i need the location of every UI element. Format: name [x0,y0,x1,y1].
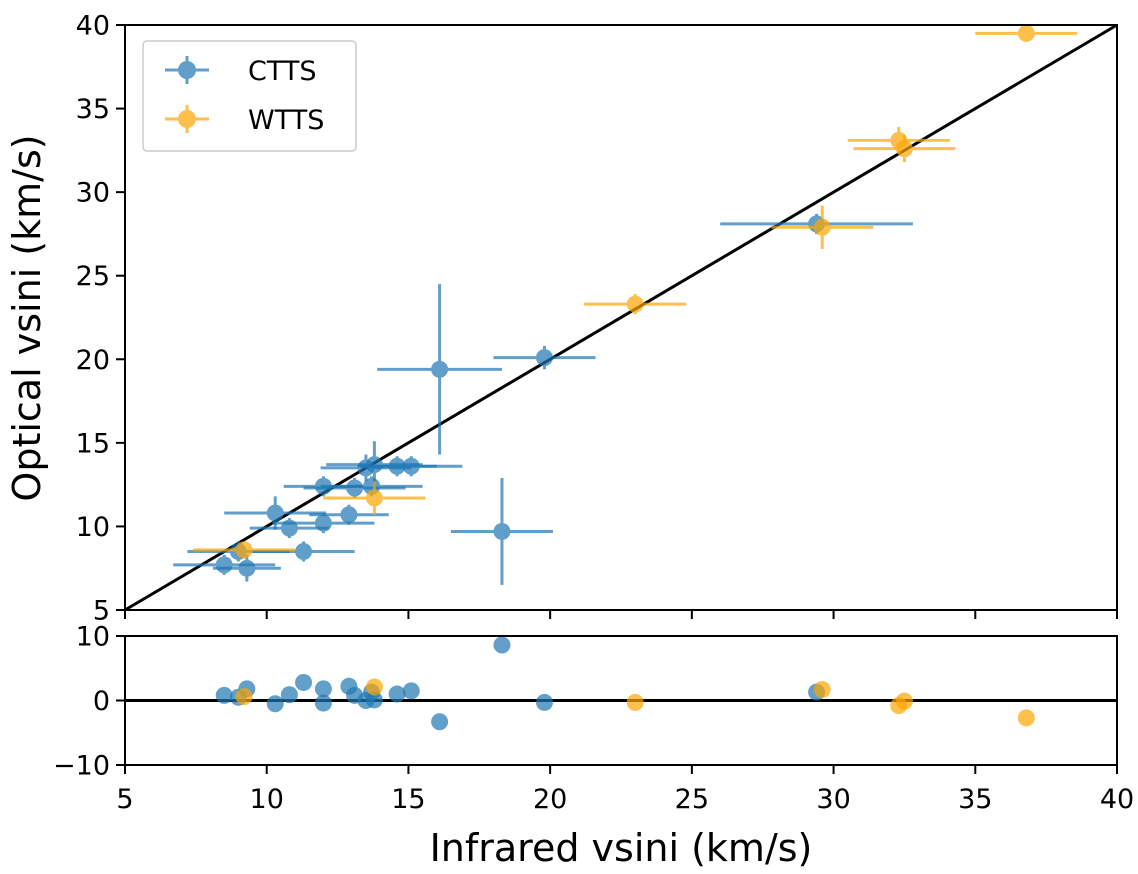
wtts-point-6 [853,135,956,163]
ctts-point-16 [377,284,502,455]
wtts-marker [895,140,913,158]
wtts-marker [365,489,383,507]
ctts-marker [340,506,358,524]
ctts-marker [493,522,511,540]
legend-label-ctts: CTTS [248,56,317,87]
main-ticks: 5 10 15 20 25 30 35 40 [76,11,1118,627]
ctts-residual-point-18 [535,693,553,711]
main-y-tick-label: 15 [76,428,110,459]
wtts-point-4 [771,205,874,249]
ctts-marker [431,360,449,378]
x-tick-label: 25 [675,784,709,815]
x-tick-label: 40 [1100,784,1134,815]
main-axes-frame [124,24,1118,611]
wtts-point-7 [975,24,1078,42]
wtts-marker [1017,24,1035,42]
main-y-tick-label: 40 [76,11,110,42]
wtts-point-2 [323,481,426,515]
main-y-tick-label: 25 [76,261,110,292]
legend-label-wtts: WTTS [248,105,324,136]
wtts-residual-point-6 [895,692,913,710]
x-axis-title: Infrared vsini (km/s) [430,826,813,870]
ctts-residual-point-8 [314,694,332,712]
ctts-marker [238,559,256,577]
ctts-marker [365,456,383,474]
ctts-residual-point-16 [431,713,449,731]
main-y-tick-label: 30 [76,178,110,209]
wtts-marker [235,541,253,559]
ctts-residual-point-15 [402,682,420,700]
wtts-residual-point-7 [1017,709,1035,727]
ctts-residual-point-1 [215,686,233,704]
ctts-marker [295,543,313,560]
ctts-marker [535,349,553,367]
x-tick-label: 5 [116,784,133,815]
residual-y-tick-label: 0 [93,686,110,717]
x-tick-label: 30 [816,784,850,815]
residual-ticks: 5 10 15 20 25 30 35 40 −10 0 10 [53,622,1134,816]
residual-y-tick-label: −10 [53,751,110,782]
ctts-residual-point-5 [280,686,298,704]
ctts-point-18 [493,345,596,370]
wtts-residual-point-4 [813,681,831,699]
ctts-residual-point-7 [314,680,332,698]
main-y-tick-label: 10 [76,512,110,543]
main-plot-area [124,23,1118,612]
ctts-point-15 [360,456,463,477]
main-y-tick-label: 35 [76,94,110,125]
ctts-point-17 [450,477,553,585]
legend: CTTS WTTS [142,40,357,152]
residual-plot-area [125,636,1117,731]
ctts-marker [346,479,364,497]
wtts-marker [813,218,831,236]
ctts-residual-point-6 [295,673,313,691]
x-tick-label: 20 [533,784,567,815]
ctts-marker [215,556,233,574]
residual-panel: 5 10 15 20 25 30 35 40 −10 0 10 Infrared vsini (km… [53,622,1134,871]
y-axis-title: Optical vsini (km/s) [5,134,49,501]
x-tick-label: 10 [250,784,284,815]
residual-y-tick-label: 10 [76,622,110,653]
ctts-point-6 [252,541,355,562]
main-panel: 5 10 15 20 25 30 35 40 CTTS WTTS Optical vsini … [5,11,1118,627]
main-y-tick-label: 20 [76,345,110,376]
legend-marker-ctts [165,56,209,84]
ctts-residual-point-4 [266,695,284,713]
ctts-residual-point-14 [388,685,406,703]
ctts-point-7 [272,513,375,534]
legend-marker-wtts [165,105,209,133]
wtts-point-3 [584,294,687,315]
ctts-point-10 [303,477,406,499]
wtts-point-1 [193,541,296,559]
wtts-residual-point-1 [235,688,253,706]
ctts-residual-point-17 [493,636,511,654]
ctts-point-2 [212,554,281,582]
wtts-residual-point-3 [626,693,644,711]
ctts-marker [266,504,284,522]
main-y-tick-label: 5 [93,596,110,627]
x-tick-label: 15 [391,784,425,815]
wtts-marker [626,295,644,313]
ctts-marker [314,514,332,532]
x-tick-label: 35 [958,784,992,815]
wtts-residual-point-2 [365,678,383,696]
ctts-residual-point-13 [365,691,383,709]
ctts-marker [402,457,420,475]
